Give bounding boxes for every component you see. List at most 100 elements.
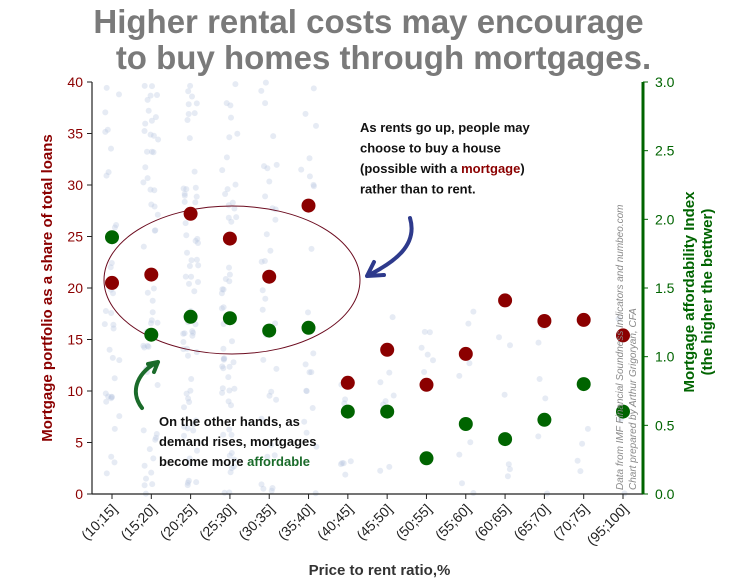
cloud-point xyxy=(228,114,234,121)
cloud-point xyxy=(154,382,161,388)
cloud-point xyxy=(185,88,192,95)
cloud-point xyxy=(140,427,147,434)
cloud-point xyxy=(184,345,190,352)
cloud-point xyxy=(218,290,225,297)
cloud-point xyxy=(268,388,275,395)
annotation-bottom-line: demand rises, mortgages xyxy=(159,434,317,449)
cloud-point xyxy=(219,385,226,392)
cloud-point xyxy=(184,479,191,486)
cloud-point xyxy=(183,390,190,397)
cloud-point xyxy=(141,462,148,469)
cloud-point xyxy=(195,279,201,285)
cloud-point xyxy=(191,110,198,117)
cloud-point xyxy=(192,199,199,206)
affordability-index-point xyxy=(262,323,277,338)
cloud-point xyxy=(154,319,161,326)
cloud-point xyxy=(219,167,226,174)
cloud-point xyxy=(262,100,269,107)
cloud-point xyxy=(102,390,109,397)
cloud-point xyxy=(421,328,428,335)
cloud-point xyxy=(231,385,238,392)
left-tick-label: 25 xyxy=(67,229,83,245)
cloud-point xyxy=(108,310,115,316)
cloud-point xyxy=(542,395,549,402)
cloud-point xyxy=(153,434,159,441)
left-tick-label: 20 xyxy=(67,280,83,296)
cloud-point xyxy=(187,82,194,89)
x-tick-label: (15;20] xyxy=(117,501,159,543)
cloud-point xyxy=(185,101,192,108)
cloud-point xyxy=(144,175,151,182)
chart-title-line-2: to buy homes through mortgages. xyxy=(115,39,652,76)
cloud-point xyxy=(223,154,230,161)
cloud-point xyxy=(226,134,233,141)
affordability-index-point xyxy=(340,404,355,419)
cloud-point xyxy=(313,443,320,450)
cloud-point xyxy=(148,469,155,476)
cloud-point xyxy=(382,398,389,405)
affordability-index-point xyxy=(537,412,552,427)
cloud-point xyxy=(141,128,148,134)
cloud-point xyxy=(145,343,152,350)
right-tick-label: 1.0 xyxy=(655,349,675,365)
cloud-point xyxy=(142,120,149,127)
x-tick-label: (35;40] xyxy=(275,501,317,543)
highlight-ellipse xyxy=(103,205,361,355)
mortgage-portfolio-point xyxy=(616,328,630,343)
cloud-point xyxy=(262,295,269,302)
left-tick-label: 40 xyxy=(67,74,83,90)
annotation-bottom-line: become more affordable xyxy=(159,454,310,469)
series-affordability-index xyxy=(105,230,630,466)
cloud-point xyxy=(102,128,109,135)
y-axis-right-label: (the higher the bettwer) xyxy=(699,209,716,376)
cloud-point xyxy=(149,309,156,316)
cloud-point xyxy=(261,258,268,264)
cloud-point xyxy=(107,264,114,271)
cloud-point xyxy=(148,317,155,324)
cloud-point xyxy=(151,187,158,194)
mortgage-portfolio-point xyxy=(183,206,198,221)
cloud-point xyxy=(153,431,160,437)
cloud-point xyxy=(140,179,147,186)
cloud-point xyxy=(225,398,232,405)
cloud-point xyxy=(141,82,148,89)
cloud-point xyxy=(111,459,118,466)
cloud-point xyxy=(270,133,277,140)
cloud-point xyxy=(302,361,309,368)
cloud-point xyxy=(226,278,233,285)
cloud-point xyxy=(106,346,113,353)
cloud-point xyxy=(574,457,581,464)
cloud-point xyxy=(308,245,315,252)
cloud-point xyxy=(147,186,154,193)
cloud-point xyxy=(144,342,151,349)
cloud-point xyxy=(144,289,151,296)
cloud-point xyxy=(103,84,110,91)
cloud-point xyxy=(189,328,196,335)
x-tick-label: (65;70] xyxy=(510,501,552,543)
affordability-index-point xyxy=(380,404,395,419)
cloud-point xyxy=(221,489,228,496)
annotation-top-line: As rents go up, people may xyxy=(360,120,531,135)
cloud-point xyxy=(141,344,148,351)
cloud-point xyxy=(102,109,109,116)
x-tick-label: (60;65] xyxy=(471,501,513,543)
x-tick-label: (10;15] xyxy=(78,501,120,543)
affordability-index-point xyxy=(222,311,237,326)
cloud-point xyxy=(192,184,199,191)
cloud-point xyxy=(188,257,195,264)
cloud-point xyxy=(113,222,120,228)
cloud-point xyxy=(228,450,235,456)
cloud-point xyxy=(263,231,270,238)
cloud-point xyxy=(306,155,313,162)
cloud-point xyxy=(306,369,313,376)
cloud-point xyxy=(154,92,160,98)
cloud-point xyxy=(148,201,155,208)
cloud-point xyxy=(269,485,276,491)
source-note: Data from IMF Financial Soundness Indica… xyxy=(615,204,626,490)
cloud-point xyxy=(181,423,187,430)
cloud-point xyxy=(143,475,149,482)
cloud-point xyxy=(193,479,200,486)
cloud-point xyxy=(148,117,155,124)
cloud-point xyxy=(185,111,192,117)
cloud-point xyxy=(339,460,346,466)
